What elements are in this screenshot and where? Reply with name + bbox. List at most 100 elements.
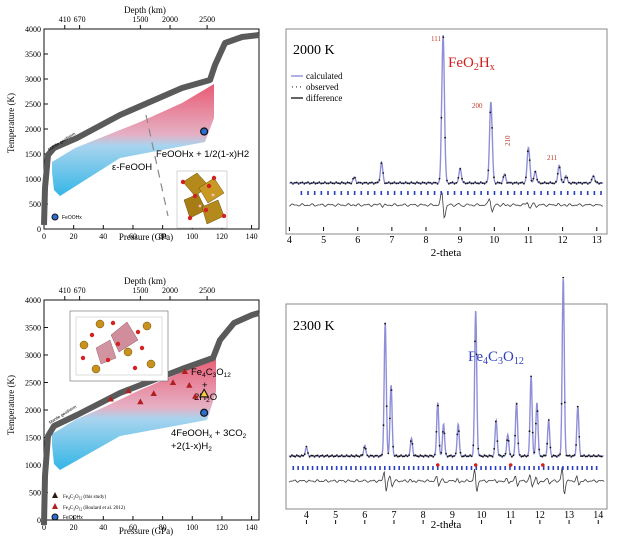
observed-point <box>446 455 449 458</box>
observed-point <box>438 444 441 447</box>
secondary-reflection-marker <box>473 463 478 467</box>
observed-point <box>309 182 311 185</box>
observed-point <box>587 183 589 185</box>
observed-point <box>384 322 386 325</box>
observed-point <box>581 455 584 457</box>
observed-point <box>294 181 296 184</box>
observed-point <box>337 182 339 185</box>
observed-point <box>489 111 492 114</box>
y-tick-label: 2500 <box>25 100 41 109</box>
observed-point <box>491 455 494 458</box>
observed-point <box>434 181 437 184</box>
observed-point <box>323 455 325 458</box>
observed-point <box>506 182 508 184</box>
observed-point <box>310 454 313 457</box>
observed-point <box>511 455 513 458</box>
x-tick-label: 100 <box>186 232 198 241</box>
observed-point <box>324 181 326 184</box>
observed-point <box>502 454 505 457</box>
depth-tick-label: 1500 <box>132 286 148 295</box>
observed-point <box>579 181 582 184</box>
observed-point <box>427 456 430 458</box>
observed-point <box>318 181 321 184</box>
observed-point <box>292 183 294 185</box>
y-tick-label: 1000 <box>25 175 41 184</box>
legend-marker-this-study <box>52 492 58 498</box>
observed-point <box>504 174 507 177</box>
observed-point <box>320 182 323 185</box>
x-tick-label: 60 <box>129 232 137 241</box>
observed-point <box>485 455 488 457</box>
x-tick-label: 0 <box>42 523 46 532</box>
observed-point <box>564 176 567 179</box>
observed-point <box>321 454 324 457</box>
observed-point <box>345 454 348 456</box>
observed-point <box>429 181 431 184</box>
observed-point <box>573 181 576 184</box>
observed-point <box>586 455 589 458</box>
observed-point <box>305 445 308 448</box>
observed-point <box>521 181 523 184</box>
observed-point <box>377 456 380 458</box>
observed-point <box>594 180 597 183</box>
x-axis-label-b: 2-theta <box>431 247 462 259</box>
observed-point <box>544 454 547 457</box>
observed-point <box>329 455 332 457</box>
observed-point <box>399 181 401 184</box>
observed-point <box>565 454 568 457</box>
observed-point <box>493 447 496 450</box>
observed-point <box>532 177 535 180</box>
crystal-structure-c <box>69 310 169 382</box>
observed-point <box>464 454 467 456</box>
observed-point <box>367 183 369 185</box>
observed-point <box>555 180 557 183</box>
observed-point <box>599 455 601 458</box>
depth-tick-label: 2000 <box>162 15 178 24</box>
secondary-reflection-marker <box>435 463 440 467</box>
legend-calculated: calculated <box>306 71 343 81</box>
observed-point <box>589 455 592 458</box>
observed-point <box>600 182 602 184</box>
x-tick-label: 40 <box>99 232 107 241</box>
observed-point <box>502 176 505 178</box>
boulard-data-point <box>107 395 114 402</box>
observed-point <box>600 455 603 458</box>
y-tick-label: 2000 <box>25 125 41 134</box>
observed-point <box>372 456 375 458</box>
observed-point <box>421 455 423 457</box>
x-axis-label-a: Pressure (GPa) <box>119 232 173 242</box>
depth-tick-label: 410 <box>59 15 71 24</box>
observed-point <box>372 183 375 185</box>
observed-point <box>416 181 418 184</box>
observed-point <box>543 454 545 457</box>
x-tick-label: 80 <box>159 523 167 532</box>
observed-point <box>397 182 400 185</box>
observed-point <box>450 454 452 457</box>
depth-label-a: Depth (km) <box>124 5 166 15</box>
observed-point <box>585 181 587 184</box>
observed-point <box>350 454 353 456</box>
panel-c: Depth (km) 410 670 1500 2000 2500 Temperatur… <box>6 276 260 536</box>
observed-point <box>510 181 512 184</box>
observed-point <box>547 419 550 421</box>
observed-point <box>424 454 427 457</box>
observed-point <box>448 455 451 457</box>
observed-point <box>566 176 569 179</box>
observed-point <box>538 181 540 183</box>
water-label-c: 2H2O <box>194 392 217 404</box>
observed-point <box>356 455 359 457</box>
observed-point <box>327 182 330 185</box>
observed-point <box>590 178 593 181</box>
observed-point <box>329 181 332 184</box>
observed-point <box>331 182 334 185</box>
depth-ticks-a: 410 670 1500 2000 2500 <box>59 15 215 29</box>
y-tick-label: 500 <box>29 489 41 498</box>
x-tick-label: 6 <box>355 235 360 246</box>
panel-b: 2000 K FeO2Hx calculated ··· observed di… <box>285 28 608 259</box>
observed-point <box>545 182 548 185</box>
observed-point <box>322 182 324 185</box>
x-tick-label: 100 <box>186 523 198 532</box>
observed-point <box>442 431 444 433</box>
y-tick-label: 0 <box>37 516 41 525</box>
observed-point <box>412 182 415 185</box>
